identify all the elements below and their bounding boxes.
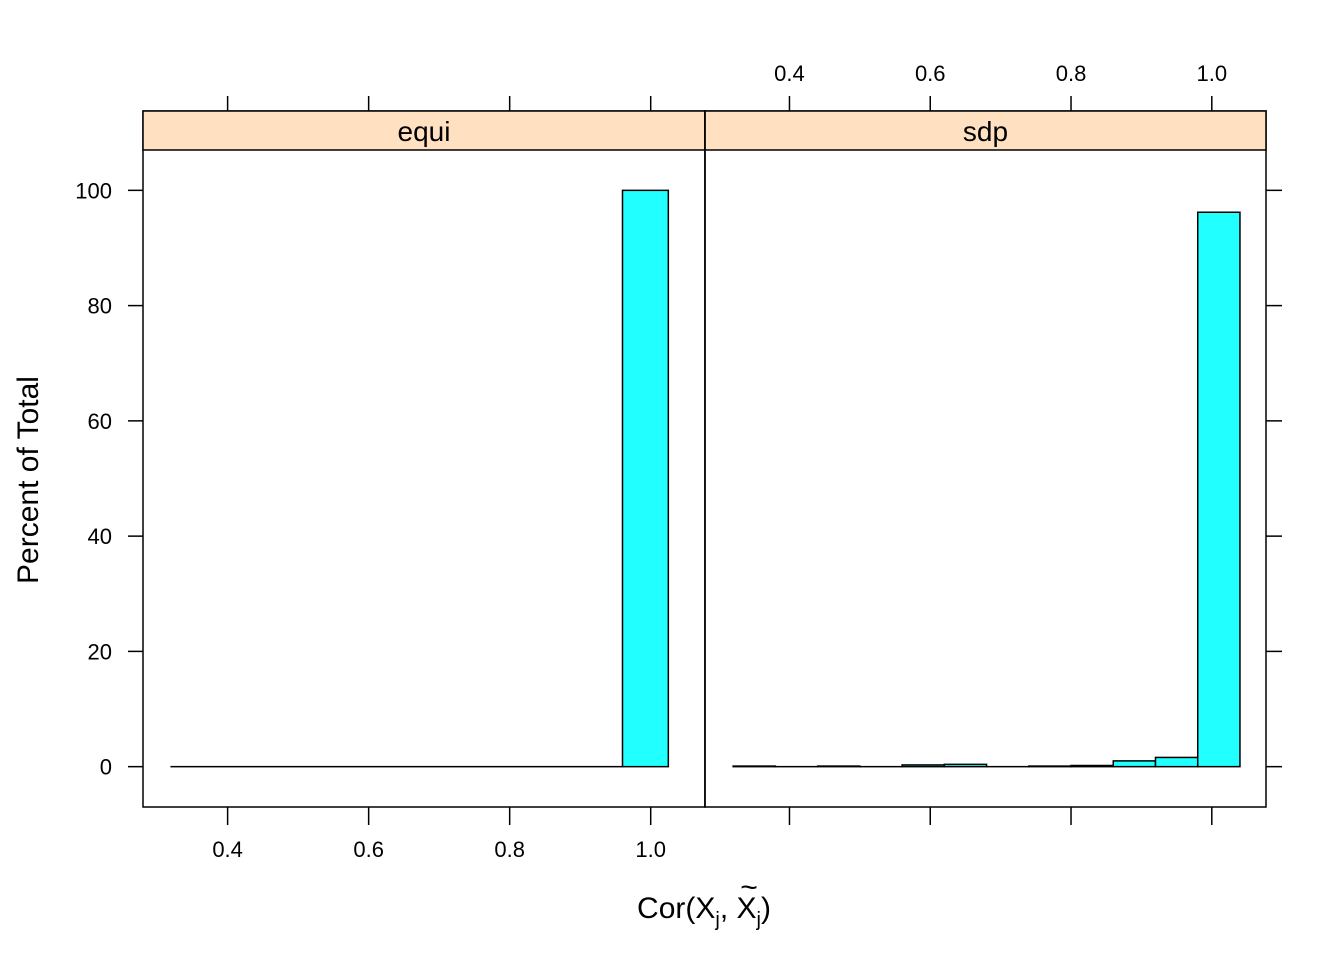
y-tick-label: 100: [75, 178, 112, 203]
x-title-suffix: ): [761, 892, 771, 925]
strip-equi: [142, 110, 706, 151]
x-title-subscript: j: [714, 909, 719, 931]
x-axis-title: Cor(Xj, Xj): [637, 892, 771, 931]
histogram-bar: [943, 763, 988, 768]
x-title-prefix: Cor(X: [637, 892, 715, 925]
histogram-bar: [1070, 764, 1115, 768]
x-tick-label-bottom: 1.0: [635, 837, 666, 862]
panel-frame: [704, 110, 1267, 808]
panels-layer: equi sdp: [142, 110, 1267, 808]
histogram-bar: [621, 189, 670, 768]
histogram-bar: [1028, 765, 1072, 768]
y-tick-label: 80: [88, 294, 112, 319]
histogram-bar: [1112, 760, 1157, 768]
panel-frame: [142, 110, 706, 808]
histogram-bar: [732, 765, 777, 768]
x-title-subscript-2: j: [756, 909, 761, 931]
x-tick-label-top: 1.0: [1197, 61, 1228, 86]
y-tick-label: 40: [88, 524, 112, 549]
histogram-bar: [1154, 756, 1199, 768]
y-tick-label: 60: [88, 409, 112, 434]
y-tick-label: 20: [88, 639, 112, 664]
histogram-bar: [1196, 211, 1241, 768]
x-title-tilde: ~: [740, 871, 758, 904]
x-title-middle: , X: [720, 892, 757, 925]
x-tick-label-bottom: 0.6: [353, 837, 384, 862]
histogram-bar: [816, 765, 861, 768]
y-tick-label: 0: [100, 755, 112, 780]
histogram-bar: [901, 764, 946, 768]
panel-equi: equi: [142, 110, 706, 808]
y-axis-title: Percent of Total: [12, 376, 45, 584]
strip-label: equi: [398, 116, 451, 147]
x-tick-label-bottom: 0.4: [212, 837, 243, 862]
panel-sdp: sdp: [704, 110, 1267, 808]
x-tick-label-bottom: 0.8: [494, 837, 525, 862]
x-tick-label-top: 0.6: [915, 61, 946, 86]
strip-sdp: [704, 110, 1267, 151]
x-tick-label-top: 0.8: [1056, 61, 1087, 86]
x-tick-label-top: 0.4: [774, 61, 805, 86]
strip-label: sdp: [963, 116, 1008, 147]
axes-layer: 0.4 0.4 0.6 0.6 0.8 0.8 1.0 1.0 0 20 40 60 80 100: [75, 61, 1282, 862]
